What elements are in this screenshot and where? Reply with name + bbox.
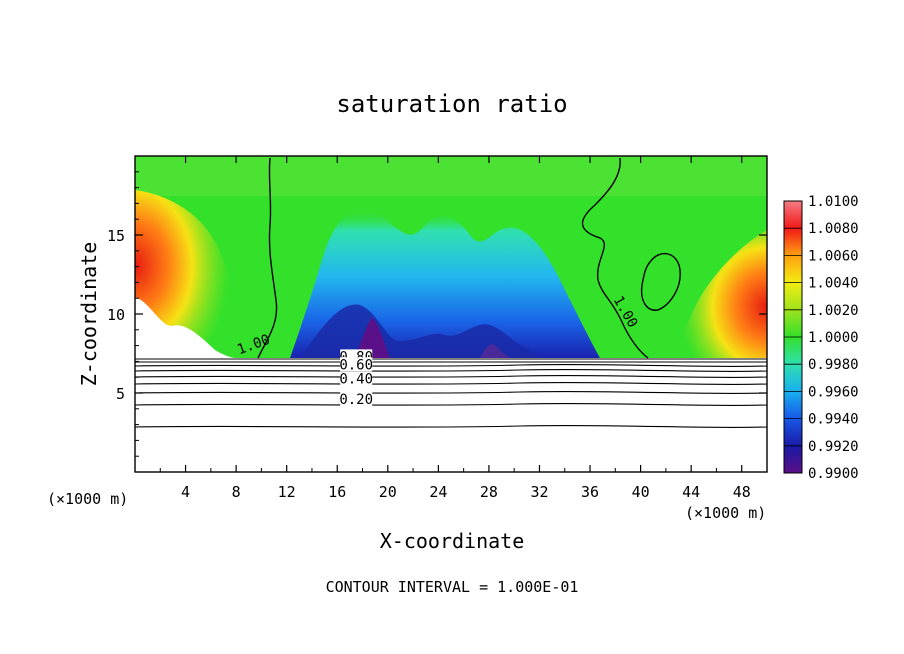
right-plume [650, 230, 767, 358]
x-tick-label: 4 [181, 483, 190, 501]
x-unit-label-right: (×1000 m) [685, 504, 766, 522]
colorbar-tick-label: 1.0060 [808, 248, 859, 264]
x-tick-label: 40 [632, 483, 650, 501]
footer-note: CONTOUR INTERVAL = 1.000E-01 [326, 578, 579, 596]
heatmap-field [135, 156, 767, 472]
x-tick-label: 20 [379, 483, 397, 501]
y-tick-label: 10 [107, 306, 125, 324]
x-tick-label: 16 [328, 483, 346, 501]
colorbar-tick-label: 1.0000 [808, 330, 859, 346]
x-tick-label: 24 [429, 483, 447, 501]
contour-label: 0.60 [339, 357, 373, 373]
colorbar-tick-label: 1.0020 [808, 303, 859, 319]
colorbar-tick-label: 0.9980 [808, 357, 859, 373]
contour-label: 0.20 [339, 392, 373, 408]
y-axis-label: Z-coordinate [77, 242, 101, 387]
x-tick-label: 12 [278, 483, 296, 501]
contour-label: 0.40 [339, 372, 373, 388]
contour-label-bg [340, 392, 373, 407]
x-unit-label-left: (×1000 m) [47, 490, 128, 508]
y-tick-label: 15 [107, 227, 125, 245]
x-tick-label: 48 [733, 483, 751, 501]
x-axis-label: X-coordinate [380, 529, 525, 553]
y-tick-label: 5 [116, 385, 125, 403]
x-tick-label: 32 [530, 483, 548, 501]
colorbar-tick-label: 0.9920 [808, 439, 859, 455]
contour-label-bg [340, 371, 373, 386]
colorbar-tick-label: 1.0080 [808, 221, 859, 237]
left-plume [135, 190, 262, 358]
x-tick-label: 28 [480, 483, 498, 501]
colorbar-tick-label: 1.0040 [808, 276, 859, 292]
colorbar-tick-label: 0.9900 [808, 466, 859, 482]
colorbar-tick-label: 0.9960 [808, 384, 859, 400]
colorbar-tick-label: 1.0100 [808, 194, 859, 210]
x-tick-label: 8 [232, 483, 241, 501]
contour-label-bg [340, 357, 373, 372]
x-tick-label: 36 [581, 483, 599, 501]
colorbar-tick-label: 0.9940 [808, 412, 859, 428]
chart-title: saturation ratio [336, 90, 567, 118]
colorbar: 1.0100 1.0080 1.0060 1.0040 1.0020 1.0000 0.99… [783, 194, 859, 482]
x-tick-label: 44 [682, 483, 700, 501]
